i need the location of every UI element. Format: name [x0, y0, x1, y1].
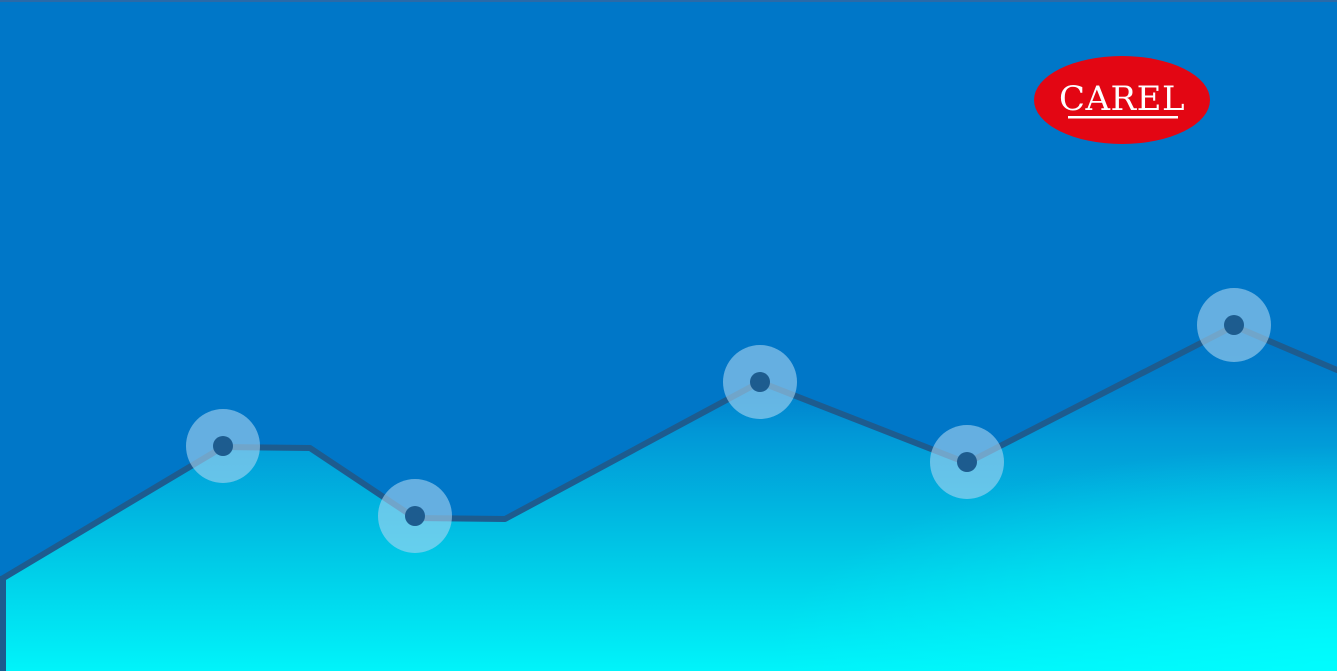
- graph-marker: [186, 409, 260, 483]
- carel-logo-icon: CAREL: [1034, 56, 1210, 144]
- graph-marker: [1197, 288, 1271, 362]
- graph-marker: [930, 425, 1004, 499]
- logo-text: CAREL: [1059, 79, 1185, 119]
- graph-marker: [378, 479, 452, 553]
- top-border: [0, 0, 1337, 2]
- graph-marker: [723, 345, 797, 419]
- graph-area-glow: [700, 420, 1337, 671]
- graph-left-edge: [0, 576, 6, 671]
